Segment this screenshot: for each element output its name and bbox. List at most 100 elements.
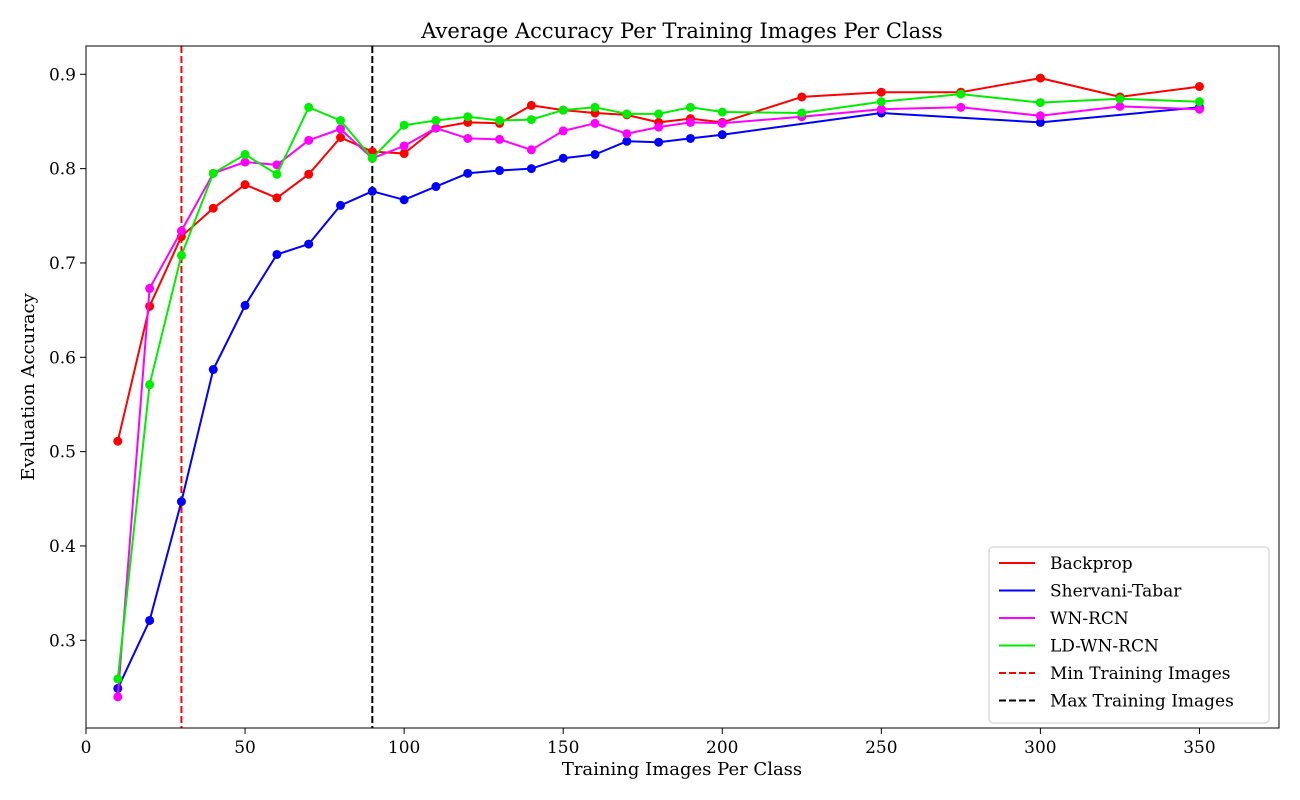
data-point-wn-rcn xyxy=(654,122,664,132)
legend-label: Backprop xyxy=(1050,554,1133,574)
data-point-wn-rcn xyxy=(590,118,600,128)
data-point-shervani-tabar xyxy=(304,239,314,249)
x-tick-label: 150 xyxy=(547,738,579,758)
series-line-ld-wn-rcn xyxy=(116,93,1200,680)
data-point-shervani-tabar xyxy=(399,195,409,205)
data-point-ld-wn-rcn xyxy=(1035,98,1045,108)
data-point-backprop xyxy=(208,203,218,213)
data-point-ld-wn-rcn xyxy=(685,102,695,112)
data-point-ld-wn-rcn xyxy=(590,102,600,112)
data-point-ld-wn-rcn xyxy=(495,116,505,126)
data-point-shervani-tabar xyxy=(431,182,441,192)
plot-area xyxy=(113,46,1204,728)
data-point-backprop xyxy=(272,193,282,203)
data-point-ld-wn-rcn xyxy=(876,97,886,107)
y-tick-label: 0.5 xyxy=(49,443,76,463)
y-tick-label: 0.9 xyxy=(49,65,76,85)
x-tick-label: 50 xyxy=(234,738,256,758)
data-point-shervani-tabar xyxy=(654,137,664,147)
legend-box xyxy=(988,546,1270,724)
data-point-shervani-tabar xyxy=(145,615,155,625)
axis-ticks: 0 50 100 150 200 250 300 350 0.3 0.4 0.5 0.6 0.7 0.8 0… xyxy=(49,65,1216,758)
data-point-shervani-tabar xyxy=(176,497,186,507)
legend-label: Min Training Images xyxy=(1050,664,1231,684)
legend-label: LD-WN-RCN xyxy=(1050,637,1159,657)
x-tick-label: 0 xyxy=(81,738,92,758)
data-point-backprop xyxy=(145,301,155,311)
data-point-backprop xyxy=(876,87,886,97)
data-point-ld-wn-rcn xyxy=(367,153,377,163)
data-point-ld-wn-rcn xyxy=(654,109,664,119)
data-point-shervani-tabar xyxy=(558,153,568,163)
data-point-ld-wn-rcn xyxy=(1194,97,1204,107)
data-point-ld-wn-rcn xyxy=(956,89,966,99)
series-line-wn-rcn xyxy=(116,105,1200,697)
data-point-shervani-tabar xyxy=(240,300,250,310)
y-tick-label: 0.7 xyxy=(49,254,76,274)
data-point-wn-rcn xyxy=(272,160,282,170)
data-point-wn-rcn xyxy=(463,133,473,143)
data-point-shervani-tabar xyxy=(1035,117,1045,127)
data-point-backprop xyxy=(1194,82,1204,92)
y-tick-label: 0.3 xyxy=(49,631,76,651)
x-tick-label: 100 xyxy=(388,738,420,758)
data-point-shervani-tabar xyxy=(336,200,346,210)
data-point-backprop xyxy=(336,132,346,142)
data-point-ld-wn-rcn xyxy=(208,168,218,178)
y-tick-label: 0.8 xyxy=(49,160,76,180)
x-tick-label: 200 xyxy=(706,738,738,758)
data-point-wn-rcn xyxy=(145,283,155,293)
plot-frame xyxy=(85,45,1280,729)
data-point-shervani-tabar xyxy=(208,365,218,375)
legend-label: Max Training Images xyxy=(1050,692,1234,712)
data-point-backprop xyxy=(367,147,377,157)
legend: Backprop Shervani-Tabar WN-RCN LD-WN-RCN Min… xyxy=(988,546,1270,724)
y-axis-label: Evaluation Accuracy xyxy=(18,292,39,480)
data-point-wn-rcn xyxy=(113,692,123,702)
data-point-backprop xyxy=(304,169,314,179)
data-point-wn-rcn xyxy=(1194,104,1204,114)
x-tick-label: 300 xyxy=(1024,738,1056,758)
data-point-wn-rcn xyxy=(1115,101,1125,111)
data-point-ld-wn-rcn xyxy=(240,149,250,159)
data-point-wn-rcn xyxy=(717,118,727,128)
data-point-ld-wn-rcn xyxy=(431,116,441,126)
data-point-ld-wn-rcn xyxy=(145,380,155,390)
data-point-shervani-tabar xyxy=(367,186,377,196)
data-point-ld-wn-rcn xyxy=(526,115,536,125)
y-tick-label: 0.4 xyxy=(49,537,76,557)
legend-label: WN-RCN xyxy=(1050,609,1129,629)
data-point-shervani-tabar xyxy=(622,136,632,146)
data-point-wn-rcn xyxy=(336,124,346,134)
x-axis-label: Training Images Per Class xyxy=(562,759,802,780)
data-point-shervani-tabar xyxy=(685,133,695,143)
data-point-wn-rcn xyxy=(304,135,314,145)
data-point-shervani-tabar xyxy=(495,166,505,176)
data-point-wn-rcn xyxy=(876,104,886,114)
data-point-ld-wn-rcn xyxy=(463,112,473,122)
data-point-ld-wn-rcn xyxy=(558,105,568,115)
data-point-ld-wn-rcn xyxy=(113,674,123,684)
data-point-wn-rcn xyxy=(558,126,568,136)
data-point-wn-rcn xyxy=(399,141,409,151)
data-point-ld-wn-rcn xyxy=(304,102,314,112)
data-point-ld-wn-rcn xyxy=(272,169,282,179)
data-point-wn-rcn xyxy=(956,102,966,112)
data-point-backprop xyxy=(399,149,409,159)
data-point-backprop xyxy=(526,100,536,110)
data-point-wn-rcn xyxy=(685,117,695,127)
data-point-wn-rcn xyxy=(431,123,441,133)
series-line-backprop xyxy=(116,77,1200,442)
data-point-shervani-tabar xyxy=(272,249,282,259)
legend-label: Shervani-Tabar xyxy=(1050,582,1182,602)
data-point-ld-wn-rcn xyxy=(1115,94,1125,104)
data-point-ld-wn-rcn xyxy=(336,116,346,126)
data-point-ld-wn-rcn xyxy=(797,108,807,118)
data-point-backprop xyxy=(113,436,123,446)
data-point-ld-wn-rcn xyxy=(622,109,632,119)
data-point-wn-rcn xyxy=(526,145,536,155)
data-point-ld-wn-rcn xyxy=(399,120,409,130)
data-point-backprop xyxy=(797,92,807,102)
data-point-wn-rcn xyxy=(495,134,505,144)
